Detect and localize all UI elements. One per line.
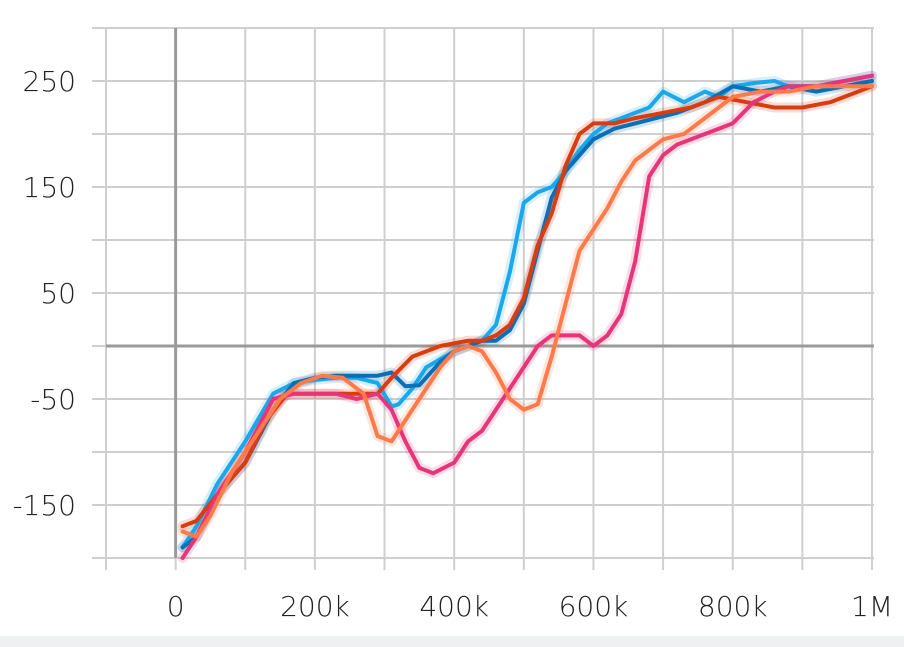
series-line-5 bbox=[180, 84, 874, 539]
series-line-4 bbox=[180, 73, 874, 560]
x-tick-label: 600k bbox=[559, 590, 629, 623]
series-band-4 bbox=[177, 70, 877, 563]
x-tick-label: 800k bbox=[698, 590, 768, 623]
series-line-1 bbox=[180, 73, 874, 550]
y-tick-label: 50 bbox=[40, 277, 76, 310]
y-tick-label: -50 bbox=[30, 383, 76, 416]
x-tick-label: 200k bbox=[280, 590, 350, 623]
y-tick-label: 150 bbox=[23, 171, 76, 204]
bottom-strip bbox=[0, 636, 904, 647]
series-lines bbox=[177, 70, 877, 563]
x-tick-label: 1M bbox=[851, 590, 893, 623]
minor-grid bbox=[92, 27, 874, 570]
series-band-5 bbox=[177, 81, 877, 542]
y-tick-label: 250 bbox=[23, 65, 76, 98]
y-tick-label: -150 bbox=[12, 489, 76, 522]
x-tick-label: 400k bbox=[419, 590, 489, 623]
series-line-2 bbox=[180, 79, 874, 550]
x-axis-ticks: 0 200k 400k 600k 800k 1M bbox=[167, 590, 893, 623]
major-grid bbox=[106, 28, 874, 558]
y-axis-ticks: 250 150 50 -50 -150 bbox=[12, 65, 76, 522]
series-band-2 bbox=[177, 76, 877, 553]
series-band-1 bbox=[177, 70, 877, 553]
x-tick-label: 0 bbox=[167, 590, 185, 623]
